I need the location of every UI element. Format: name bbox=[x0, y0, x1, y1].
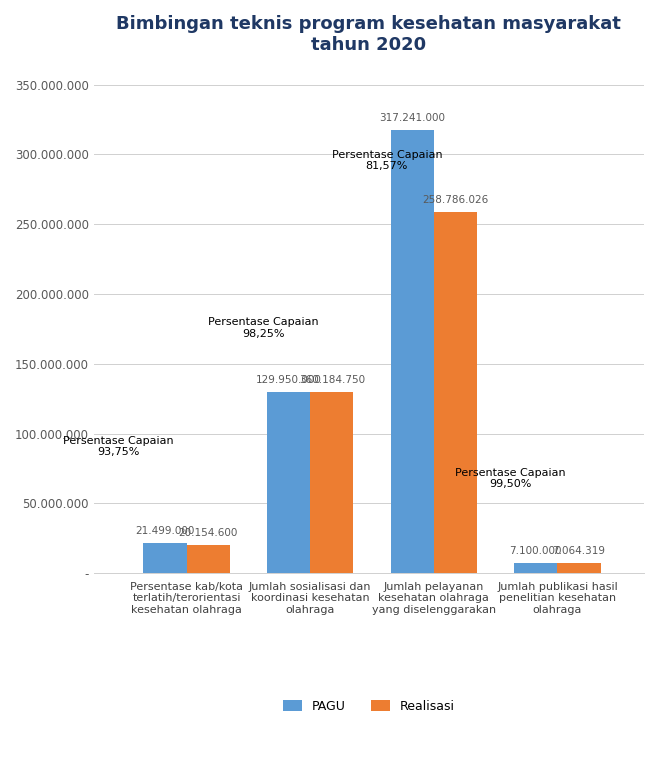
Bar bbox=[267, 392, 310, 573]
Bar bbox=[391, 131, 434, 573]
Text: Persentase Capaian
81,57%: Persentase Capaian 81,57% bbox=[331, 149, 442, 171]
Bar bbox=[434, 212, 477, 573]
Text: 7.100.000: 7.100.000 bbox=[509, 546, 562, 556]
Bar bbox=[558, 563, 601, 573]
Text: 20.154.600: 20.154.600 bbox=[179, 528, 238, 538]
Bar bbox=[514, 563, 558, 573]
Text: 258.786.026: 258.786.026 bbox=[422, 195, 488, 205]
Text: Persentase Capaian
99,50%: Persentase Capaian 99,50% bbox=[455, 468, 566, 490]
Bar bbox=[310, 392, 353, 573]
Text: 7.064.319: 7.064.319 bbox=[553, 546, 606, 556]
Text: 360.184.750: 360.184.750 bbox=[299, 375, 365, 385]
Bar bbox=[186, 545, 230, 573]
Bar bbox=[143, 543, 186, 573]
Text: 317.241.000: 317.241.000 bbox=[379, 113, 445, 124]
Text: Persentase Capaian
98,25%: Persentase Capaian 98,25% bbox=[208, 317, 318, 339]
Text: 21.499.000: 21.499.000 bbox=[135, 526, 194, 536]
Title: Bimbingan teknis program kesehatan masyarakat
tahun 2020: Bimbingan teknis program kesehatan masya… bbox=[117, 15, 621, 54]
Text: 129.950.000: 129.950.000 bbox=[256, 375, 322, 385]
Text: Persentase Capaian
93,75%: Persentase Capaian 93,75% bbox=[63, 436, 174, 458]
Legend: PAGU, Realisasi: PAGU, Realisasi bbox=[278, 695, 459, 718]
